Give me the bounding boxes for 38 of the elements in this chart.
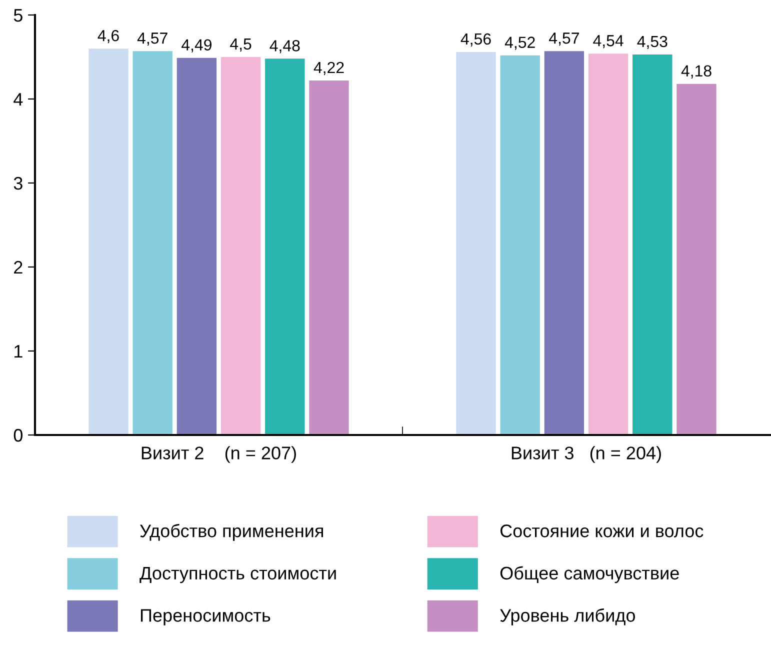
data-label: 4,57 (137, 32, 168, 46)
data-label: 4,18 (681, 65, 712, 78)
legend-label: Доступность стоимости (140, 566, 336, 584)
bar (88, 48, 128, 435)
data-label: 4,57 (549, 32, 579, 46)
legend-label: Общее самочувствие (500, 566, 679, 584)
y-tick-label: 2 (14, 260, 22, 274)
legend-label: Переносимость (140, 609, 270, 626)
bar (456, 52, 496, 435)
bar (176, 58, 217, 435)
y-tick-label: 1 (14, 345, 22, 358)
y-tick-label: 3 (14, 176, 22, 190)
data-label: 4,22 (314, 62, 344, 76)
data-label: 4,54 (593, 35, 624, 48)
bar (676, 84, 716, 435)
bar (220, 57, 261, 435)
x-tick-label: Визит 3 (n = 204) (512, 446, 661, 463)
legend-label: Удобство применения (140, 524, 323, 541)
data-label: 4,6 (98, 30, 119, 44)
bar (309, 80, 349, 435)
data-label: 4,49 (182, 39, 212, 52)
bar (265, 58, 305, 435)
y-tick-label: 4 (14, 93, 23, 106)
legend-label: Состояние кожи и волос (500, 524, 704, 538)
data-label: 4,53 (637, 36, 668, 50)
bar (632, 54, 672, 435)
legend-label: Уровень либидо (500, 608, 635, 626)
data-label: 4,5 (230, 38, 252, 52)
x-tick-label: Визит 2 (n = 207) (142, 446, 296, 463)
y-tick-label: 0 (14, 428, 22, 442)
data-label: 4,48 (270, 40, 300, 54)
data-label: 4,56 (460, 33, 491, 47)
bar (132, 51, 172, 435)
data-label: 4,52 (504, 36, 535, 50)
y-tick-label: 5 (14, 9, 22, 22)
bar (544, 51, 584, 435)
bar (500, 55, 540, 435)
bar (588, 54, 628, 435)
